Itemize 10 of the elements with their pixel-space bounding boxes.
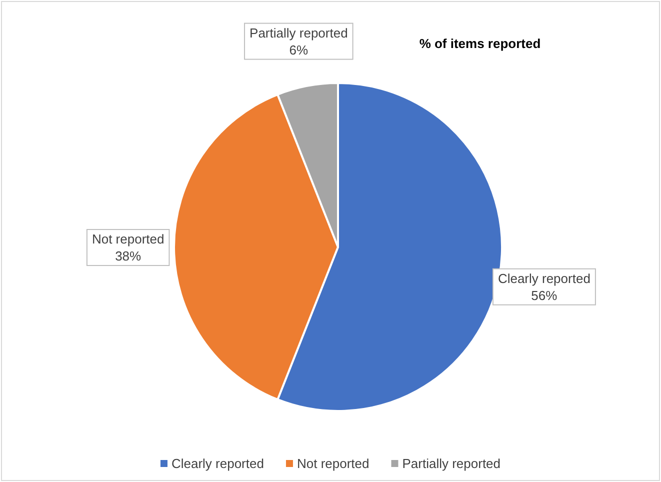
data-label: 38%: [115, 248, 142, 264]
legend-label: Partially reported: [402, 456, 501, 471]
slice-label: Clearly reported: [498, 270, 590, 286]
text: % of items reported: [419, 36, 541, 51]
slice-label: Partially reported: [250, 25, 348, 40]
legend-label: Clearly reported: [171, 456, 264, 471]
legend-label: Not reported: [296, 456, 370, 471]
slice-label: Not reported: [92, 232, 164, 246]
data-label: 6%: [289, 42, 308, 58]
data-label: 56%: [531, 288, 558, 303]
